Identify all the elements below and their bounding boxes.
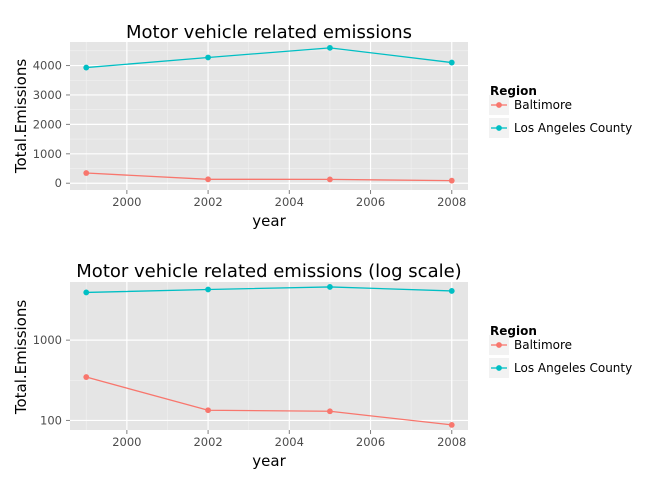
- x-axis-title: year: [252, 212, 286, 230]
- legend-item: Baltimore: [489, 95, 572, 115]
- x-axis-title: year: [252, 452, 286, 470]
- series-line: [86, 172, 452, 182]
- x-tick-label: 2002: [193, 435, 222, 449]
- data-point: [205, 54, 211, 61]
- y-tick-label: 3000: [33, 88, 62, 102]
- data-point: [205, 286, 211, 293]
- y-axis-title: Total.Emissions: [12, 300, 30, 416]
- legend-title: Region: [490, 324, 537, 338]
- legend-label: Los Angeles County: [514, 361, 632, 375]
- data-point: [205, 176, 211, 183]
- y-axis-title: Total.Emissions: [12, 59, 30, 175]
- chart-title: Motor vehicle related emissions: [126, 22, 412, 43]
- data-point: [448, 177, 455, 184]
- plot-background: [70, 282, 468, 430]
- x-tick-label: 2000: [112, 195, 141, 209]
- plot-area: [70, 282, 468, 430]
- x-tick-label: 2008: [437, 435, 466, 449]
- data-point: [448, 288, 455, 294]
- legend-key-point: [496, 125, 502, 131]
- data-point: [327, 408, 333, 415]
- y-tick-label: 1000: [33, 147, 62, 161]
- legend-item: Baltimore: [489, 335, 572, 355]
- series-1: [83, 284, 455, 296]
- legend-label: Baltimore: [514, 338, 572, 352]
- series-line: [86, 286, 452, 294]
- legend: Region: [490, 84, 537, 98]
- chart-title: Motor vehicle related emissions (log sca…: [76, 261, 461, 282]
- x-tick-label: 2006: [356, 195, 385, 209]
- data-point: [327, 284, 333, 290]
- y-tick-label: 100: [40, 413, 62, 427]
- plot-area: [70, 42, 468, 190]
- x-tick-label: 2004: [275, 195, 304, 209]
- legend-item: Los Angeles County: [489, 118, 632, 138]
- legend-title: Region: [490, 84, 537, 98]
- data-point: [448, 59, 455, 66]
- series-0: [83, 170, 455, 184]
- series-line: [86, 47, 452, 69]
- legend-label: Baltimore: [514, 98, 572, 112]
- legend-key-point: [496, 342, 502, 348]
- x-tick-label: 2004: [275, 435, 304, 449]
- data-point: [205, 407, 211, 414]
- x-tick-label: 2000: [112, 435, 141, 449]
- data-point: [327, 176, 333, 183]
- chart-log: Motor vehicle related emissions (log sca…: [12, 261, 632, 470]
- y-tick-label: 0: [55, 176, 62, 190]
- legend: Region: [490, 324, 537, 338]
- series-1: [83, 44, 455, 71]
- data-point: [83, 374, 90, 380]
- x-tick-label: 2006: [356, 435, 385, 449]
- y-tick-label: 1000: [33, 333, 62, 347]
- chart-linear: Motor vehicle related emissions year Tot…: [12, 22, 632, 230]
- legend-item: Los Angeles County: [489, 358, 632, 378]
- y-tick-label: 2000: [33, 117, 62, 131]
- data-point: [327, 44, 333, 51]
- legend-label: Los Angeles County: [514, 121, 632, 135]
- data-point: [83, 64, 90, 71]
- series-line: [86, 376, 452, 426]
- series-0: [83, 374, 455, 428]
- data-point: [448, 421, 455, 428]
- y-tick-label: 4000: [33, 59, 62, 73]
- data-point: [83, 289, 90, 296]
- x-tick-label: 2008: [437, 195, 466, 209]
- plot-background: [70, 42, 468, 190]
- x-tick-label: 2002: [193, 195, 222, 209]
- legend-key-point: [496, 365, 502, 371]
- legend-key-point: [496, 102, 502, 108]
- data-point: [83, 170, 90, 176]
